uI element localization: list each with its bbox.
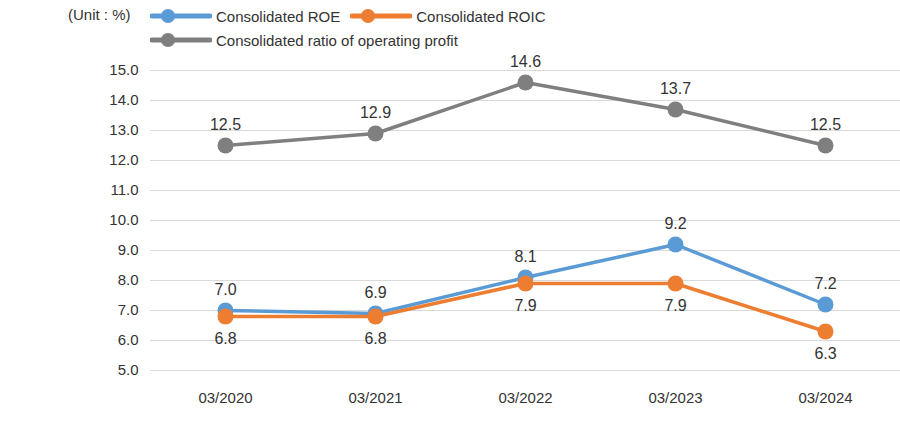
- svg-text:7.0: 7.0: [214, 281, 236, 298]
- svg-text:12.9: 12.9: [360, 104, 391, 121]
- svg-text:9.0: 9.0: [118, 241, 139, 258]
- svg-text:14.6: 14.6: [510, 55, 541, 70]
- html-text:Consolidated ROIC: Consolidated ROIC: [416, 7, 546, 25]
- svg-text:13.0: 13.0: [109, 121, 138, 138]
- svg-text:03/2024: 03/2024: [798, 389, 852, 406]
- svg-text:03/2021: 03/2021: [348, 389, 402, 406]
- svg-text:6.3: 6.3: [814, 345, 836, 362]
- svg-text:9.2: 9.2: [664, 215, 686, 232]
- html-text:Consolidated ROE: Consolidated ROE: [216, 7, 341, 25]
- svg-text:03/2023: 03/2023: [648, 389, 702, 406]
- svg-text:6.0: 6.0: [118, 331, 139, 348]
- svg-text:7.2: 7.2: [814, 275, 836, 292]
- svg-text:6.8: 6.8: [364, 330, 386, 347]
- svg-text:13.7: 13.7: [660, 80, 691, 97]
- svg-text:7.9: 7.9: [514, 297, 536, 314]
- svg-text:10.0: 10.0: [109, 211, 138, 228]
- svg-text:12.5: 12.5: [210, 116, 241, 133]
- html-text:(Unit : %): (Unit : %): [68, 6, 131, 23]
- svg-text:03/2022: 03/2022: [498, 389, 552, 406]
- svg-text:12.5: 12.5: [810, 116, 841, 133]
- svg-text:14.0: 14.0: [109, 91, 138, 108]
- svg-text:8.0: 8.0: [118, 271, 139, 288]
- svg-text:8.1: 8.1: [514, 248, 536, 265]
- svg-text:7.9: 7.9: [664, 297, 686, 314]
- svg-text:15.0: 15.0: [109, 61, 138, 78]
- html-text:Consolidated ratio of operatin: Consolidated ratio of operating profit: [216, 31, 458, 49]
- svg-text:11.0: 11.0: [110, 181, 138, 198]
- svg-text:03/2020: 03/2020: [198, 389, 252, 406]
- svg-text:6.8: 6.8: [214, 330, 236, 347]
- svg-text:7.0: 7.0: [118, 301, 139, 318]
- svg-text:12.0: 12.0: [109, 151, 138, 168]
- svg-text:5.0: 5.0: [118, 361, 139, 378]
- svg-text:6.9: 6.9: [364, 284, 386, 301]
